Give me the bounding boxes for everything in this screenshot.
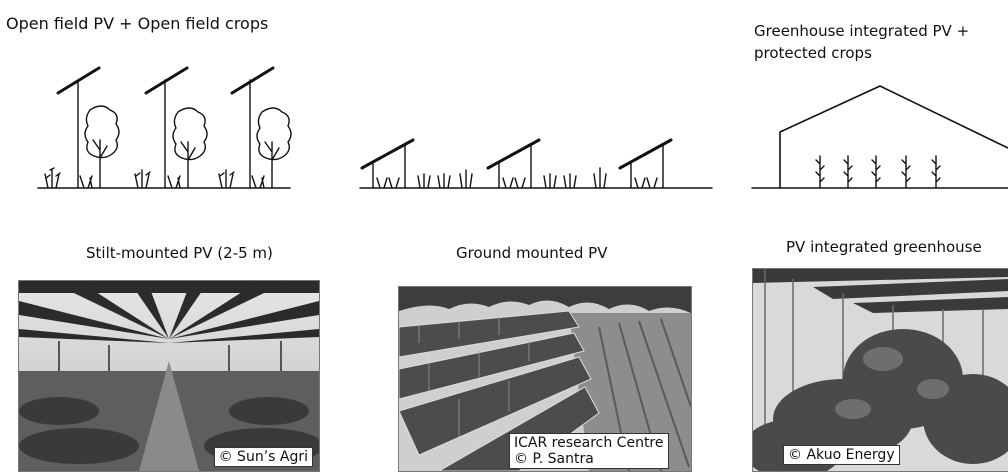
pv-systems-diagram: [37, 66, 1008, 189]
ground-credit: ICAR research Centre © P. Santra: [509, 433, 669, 469]
tree-2: [172, 107, 208, 189]
greenhouse-caption: PV integrated greenhouse: [786, 238, 982, 256]
stilt-photo: © Sun’s Agri: [18, 280, 320, 472]
tree-3: [256, 107, 292, 189]
greenhouse-heading: Greenhouse integrated PV + protected cro…: [754, 22, 970, 62]
greenhouse-plants: [815, 155, 941, 189]
stilt-caption: Stilt-mounted PV (2-5 m): [86, 244, 273, 262]
stilt-panel-3: [230, 66, 275, 189]
ground-crops: [376, 167, 658, 189]
ground-credit-line2: © P. Santra: [514, 451, 594, 467]
open-field-heading: Open field PV + Open field crops: [6, 14, 269, 33]
stilt-credit: © Sun’s Agri: [213, 447, 313, 467]
stilt-panel-1: [56, 66, 101, 189]
greenhouse-frame: [779, 85, 1008, 189]
greenhouse-credit: © Akuo Energy: [783, 445, 900, 465]
ground-photo: ICAR research Centre © P. Santra: [398, 286, 692, 472]
stilt-panel-2: [144, 66, 189, 189]
ground-credit-line1: ICAR research Centre: [514, 435, 664, 451]
stilt-crops: [44, 167, 265, 189]
ground-panel-1: [360, 138, 415, 189]
ground-caption: Ground mounted PV: [456, 244, 608, 262]
greenhouse-photo: © Akuo Energy: [752, 268, 1008, 472]
tree-1: [84, 105, 120, 189]
ground-panel-3: [618, 138, 673, 189]
ground-panel-2: [486, 138, 541, 189]
